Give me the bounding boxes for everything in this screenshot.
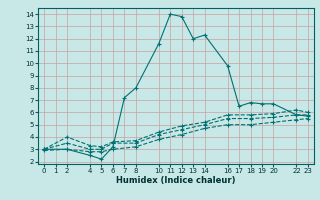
X-axis label: Humidex (Indice chaleur): Humidex (Indice chaleur) [116,176,236,185]
